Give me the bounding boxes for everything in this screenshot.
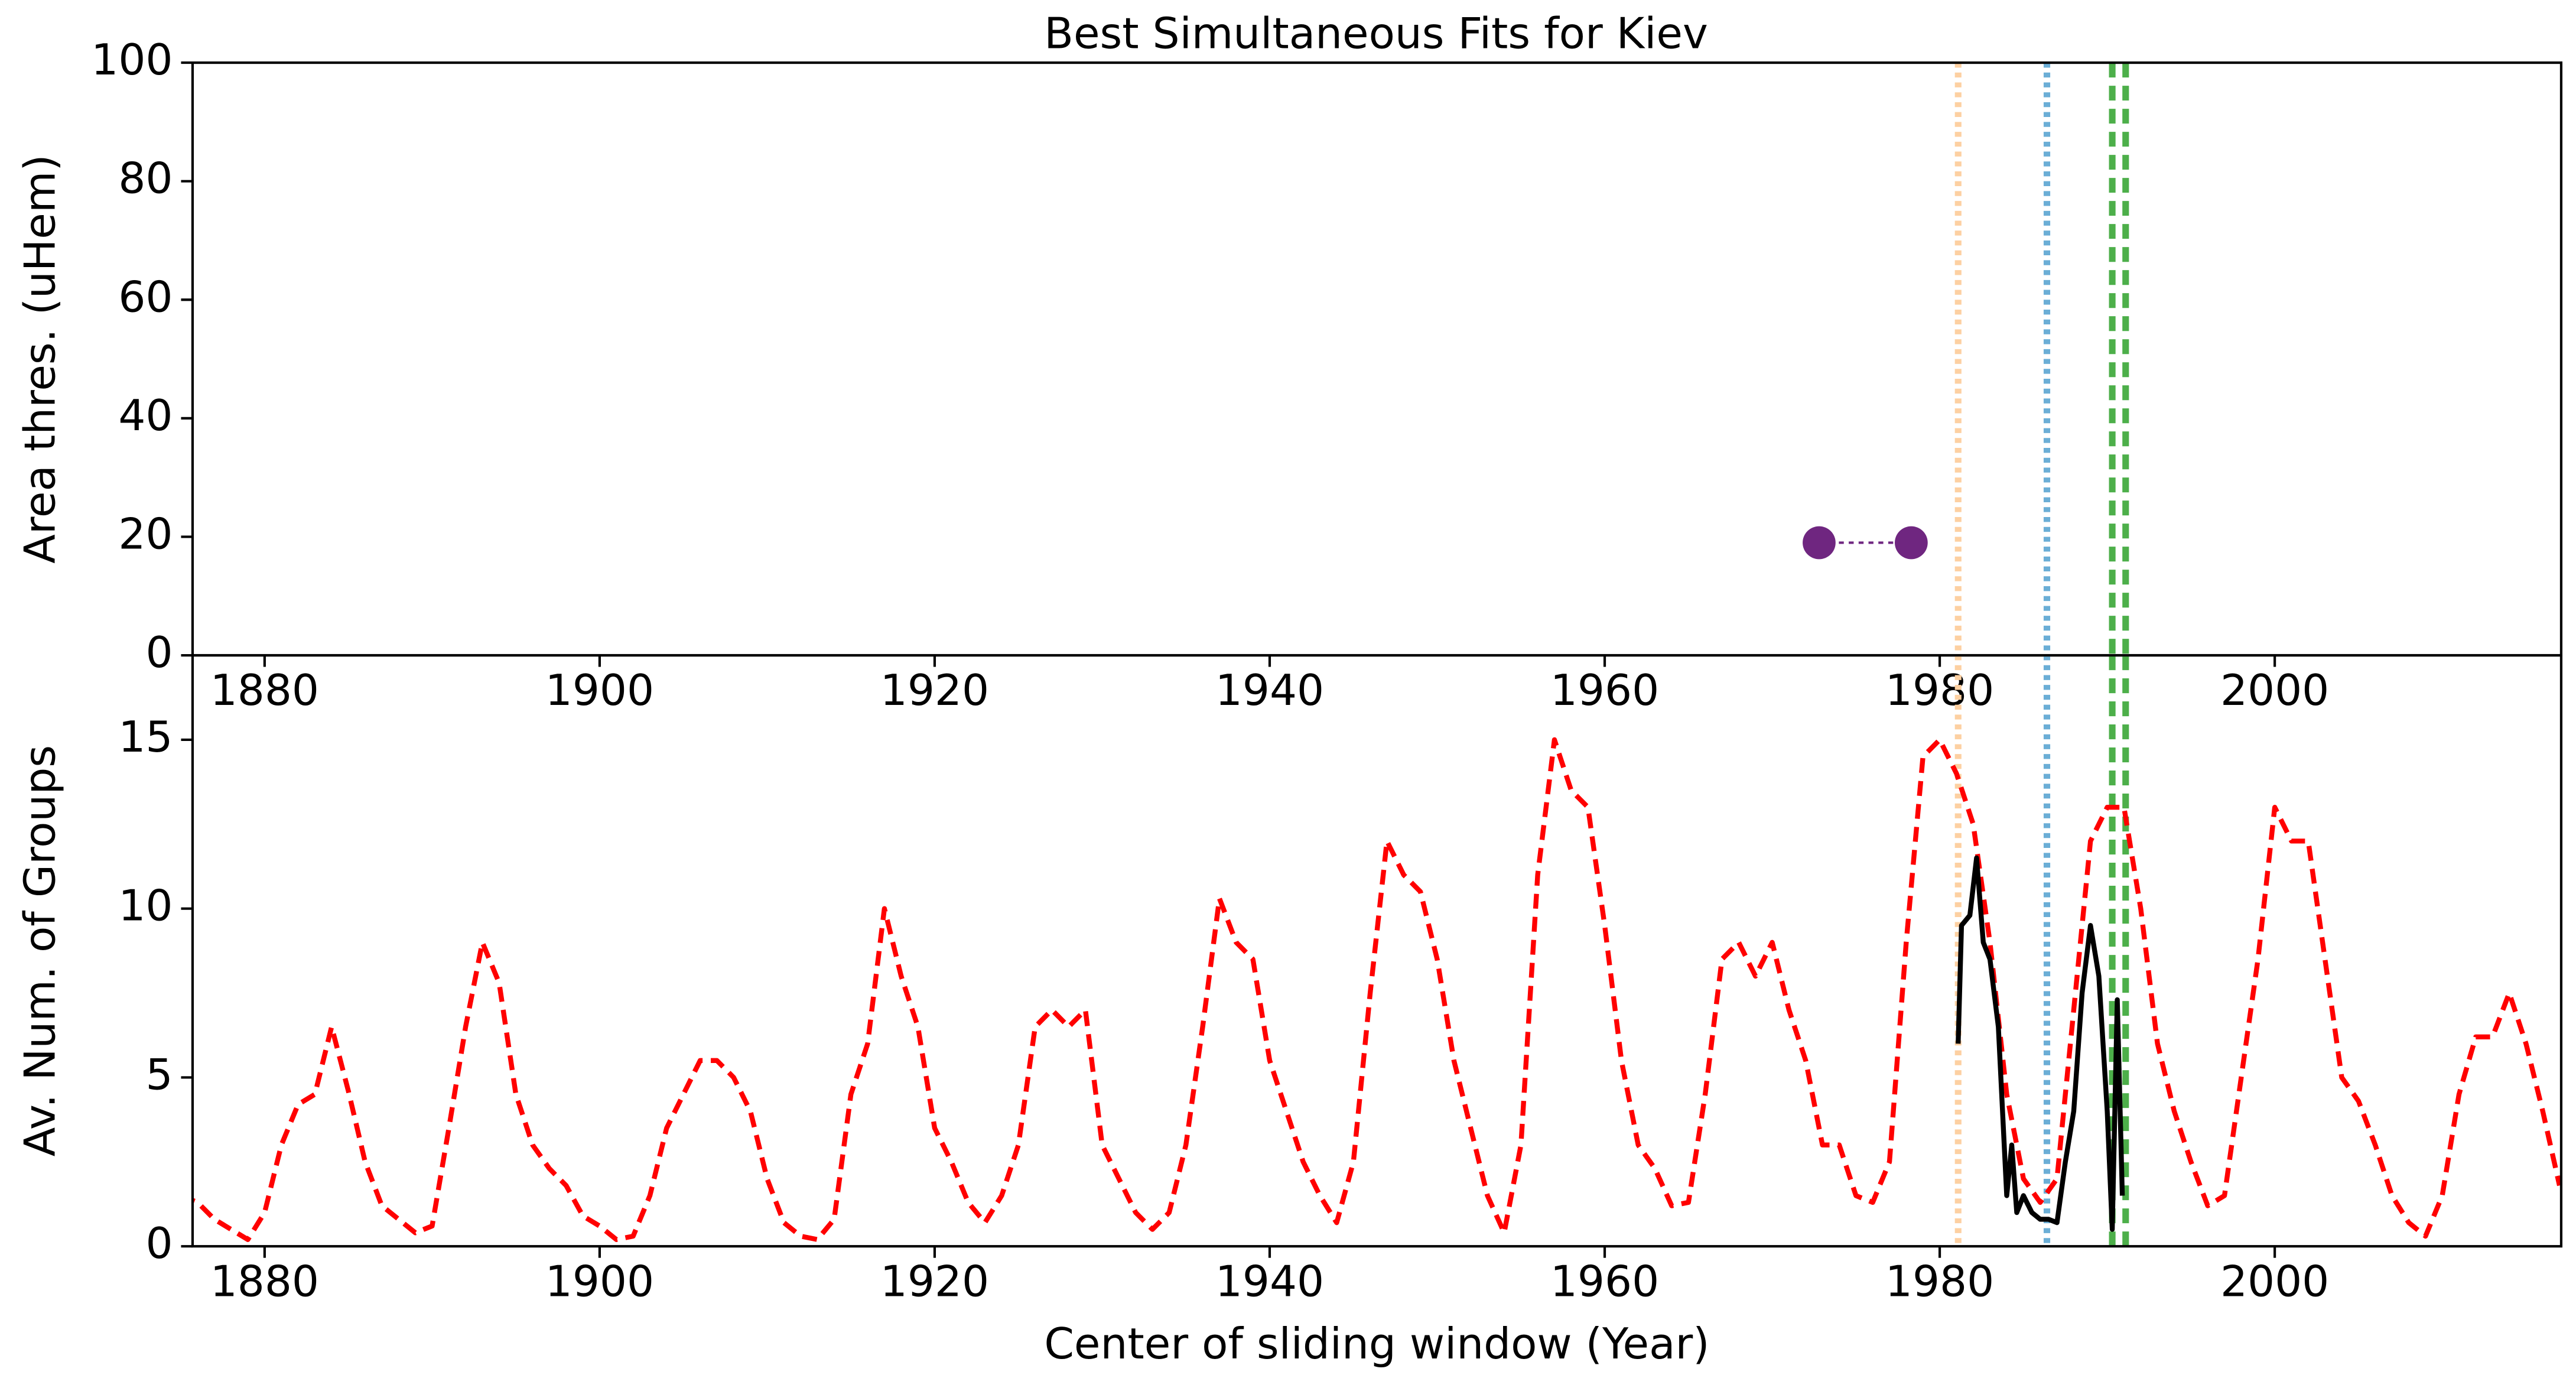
x-tick-label: 1980 xyxy=(1885,666,1994,716)
x-tick-label: 1980 xyxy=(1885,1257,1994,1306)
plot-area xyxy=(1803,63,2129,656)
y-axis-label: Av. Num. of Groups xyxy=(15,745,65,1156)
x-tick-label: 2000 xyxy=(2220,666,2329,716)
y-tick-label: 40 xyxy=(118,391,173,441)
point xyxy=(1895,526,1928,560)
chart-title: Best Simultaneous Fits for Kiev xyxy=(1044,9,1708,59)
x-tick-label: 1880 xyxy=(210,666,319,716)
x-tick-label: 1960 xyxy=(1550,1257,1659,1306)
y-tick-label: 15 xyxy=(118,713,173,762)
y-tick-label: 100 xyxy=(91,35,173,85)
data-line xyxy=(192,737,2561,1242)
y-axis-label: Area thres. (uHem) xyxy=(15,154,65,563)
y-tick-label: 20 xyxy=(118,509,173,559)
x-tick-label: 1880 xyxy=(210,1257,319,1306)
axes-frame xyxy=(191,654,2563,1248)
plot-area xyxy=(192,655,2561,1247)
x-axis-label: Center of sliding window (Year) xyxy=(1044,1319,1709,1369)
x-tick-label: 1940 xyxy=(1215,1257,1324,1306)
y-tick-label: 10 xyxy=(118,882,173,931)
y-tick-label: 60 xyxy=(118,272,173,322)
x-tick-label: 1960 xyxy=(1550,666,1659,716)
x-tick-label: 1920 xyxy=(880,666,989,716)
y-tick-label: 80 xyxy=(118,154,173,204)
axes-frame xyxy=(191,61,2563,657)
x-tick-label: 1900 xyxy=(545,666,654,716)
y-tick-label: 0 xyxy=(145,1219,173,1269)
x-tick-label: 2000 xyxy=(2220,1257,2329,1306)
x-tick-label: 1940 xyxy=(1215,666,1324,716)
y-tick-label: 5 xyxy=(145,1050,173,1100)
point xyxy=(1803,526,1836,560)
x-tick-label: 1920 xyxy=(880,1257,989,1306)
data-line xyxy=(1956,855,2125,1232)
x-tick-label: 1900 xyxy=(545,1257,654,1306)
y-tick-label: 0 xyxy=(145,628,173,678)
